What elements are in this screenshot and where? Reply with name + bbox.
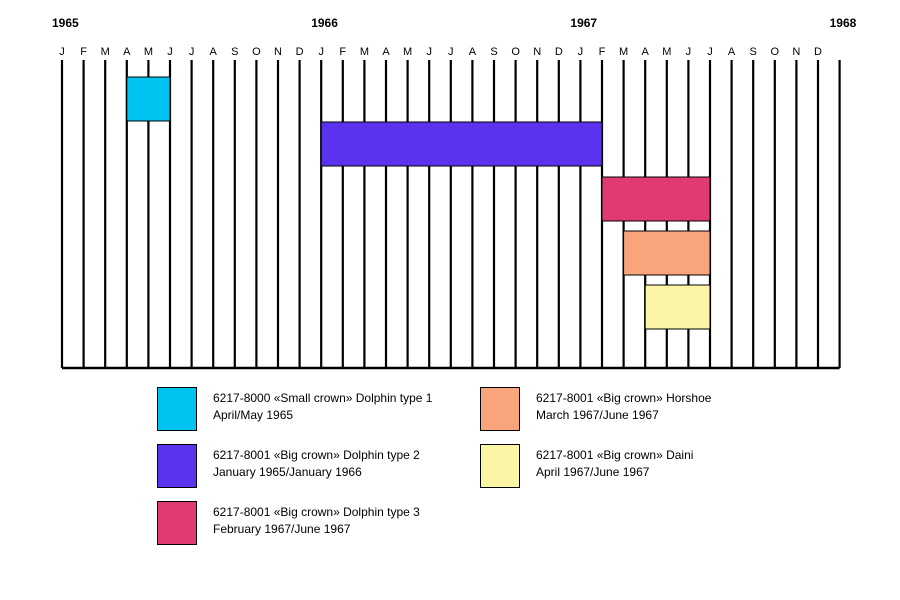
month-tick-label: D	[814, 46, 822, 58]
month-tick-label: N	[792, 46, 800, 58]
month-tick-label: M	[144, 46, 153, 58]
month-tick-label: J	[318, 46, 324, 58]
legend-item-daini: 6217-8001 «Big crown» Daini April 1967/J…	[480, 444, 693, 488]
legend-label: 6217-8001 «Big crown» Daini	[536, 448, 694, 462]
month-tick-label: F	[599, 46, 606, 58]
month-tick-label: A	[382, 46, 390, 58]
month-tick-label: N	[274, 46, 282, 58]
month-tick-label: S	[490, 46, 497, 58]
gantt-bar	[644, 284, 711, 330]
month-tick-label: J	[707, 46, 713, 58]
year-label: 1967	[570, 16, 597, 30]
legend-item-dolphin-type-1: 6217-8000 «Small crown» Dolphin type 1 A…	[157, 387, 432, 431]
month-tick-label: M	[619, 46, 628, 58]
month-tick-label: A	[123, 46, 131, 58]
legend-label: 6217-8001 «Big crown» Horshoe	[536, 391, 712, 405]
legend-period: January 1965/January 1966	[213, 465, 362, 479]
year-label: 1966	[311, 16, 338, 30]
month-tick-label: S	[750, 46, 757, 58]
legend-swatch-daini	[480, 444, 520, 488]
month-tick-label: D	[555, 46, 563, 58]
month-tick-label: O	[771, 46, 780, 58]
legend-swatch-dolphin-type-2	[157, 444, 197, 488]
legend-swatch-horshoe	[480, 387, 520, 431]
year-label: 1968	[830, 16, 857, 30]
year-label: 1965	[52, 16, 79, 30]
gantt-bar	[320, 121, 603, 167]
month-tick-label: O	[252, 46, 261, 58]
legend-period: March 1967/June 1967	[536, 408, 659, 422]
legend-label: 6217-8000 «Small crown» Dolphin type 1	[213, 391, 433, 405]
month-tick-label: M	[101, 46, 110, 58]
month-tick-label: J	[59, 46, 65, 58]
month-tick-label: N	[533, 46, 541, 58]
legend-text: 6217-8001 «Big crown» Horshoe March 1967…	[536, 390, 711, 424]
month-tick-label: A	[210, 46, 218, 58]
month-tick-label: S	[231, 46, 238, 58]
legend-text: 6217-8001 «Big crown» Dolphin type 3 Feb…	[213, 504, 420, 538]
month-tick-label: J	[578, 46, 584, 58]
month-tick-label: A	[469, 46, 477, 58]
month-tick-label: F	[339, 46, 346, 58]
legend-label: 6217-8001 «Big crown» Dolphin type 3	[213, 505, 420, 519]
month-tick-label: J	[448, 46, 454, 58]
legend-period: February 1967/June 1967	[213, 522, 351, 536]
gantt-bar	[623, 230, 711, 276]
month-tick-label: J	[686, 46, 692, 58]
legend-item-dolphin-type-3: 6217-8001 «Big crown» Dolphin type 3 Feb…	[157, 501, 420, 545]
legend-period: April 1967/June 1967	[536, 465, 650, 479]
month-tick-label: F	[80, 46, 87, 58]
month-tick-label: D	[296, 46, 304, 58]
legend-text: 6217-8001 «Big crown» Dolphin type 2 Jan…	[213, 447, 420, 481]
gantt-bar	[126, 76, 171, 122]
legend-label: 6217-8001 «Big crown» Dolphin type 2	[213, 448, 420, 462]
legend-period: April/May 1965	[213, 408, 294, 422]
month-tick-label: M	[360, 46, 369, 58]
month-tick-label: J	[189, 46, 195, 58]
month-tick-label: J	[167, 46, 173, 58]
legend-text: 6217-8000 «Small crown» Dolphin type 1 A…	[213, 390, 432, 424]
legend-text: 6217-8001 «Big crown» Daini April 1967/J…	[536, 447, 693, 481]
legend-swatch-dolphin-type-3	[157, 501, 197, 545]
month-tick-label: O	[511, 46, 520, 58]
legend-swatch-dolphin-type-1	[157, 387, 197, 431]
month-tick-label: J	[426, 46, 432, 58]
legend-item-dolphin-type-2: 6217-8001 «Big crown» Dolphin type 2 Jan…	[157, 444, 420, 488]
gantt-bar	[601, 176, 711, 222]
month-tick-label: M	[662, 46, 671, 58]
month-tick-label: M	[403, 46, 412, 58]
month-tick-label: A	[642, 46, 650, 58]
legend-item-horshoe: 6217-8001 «Big crown» Horshoe March 1967…	[480, 387, 711, 431]
month-tick-label: A	[728, 46, 736, 58]
